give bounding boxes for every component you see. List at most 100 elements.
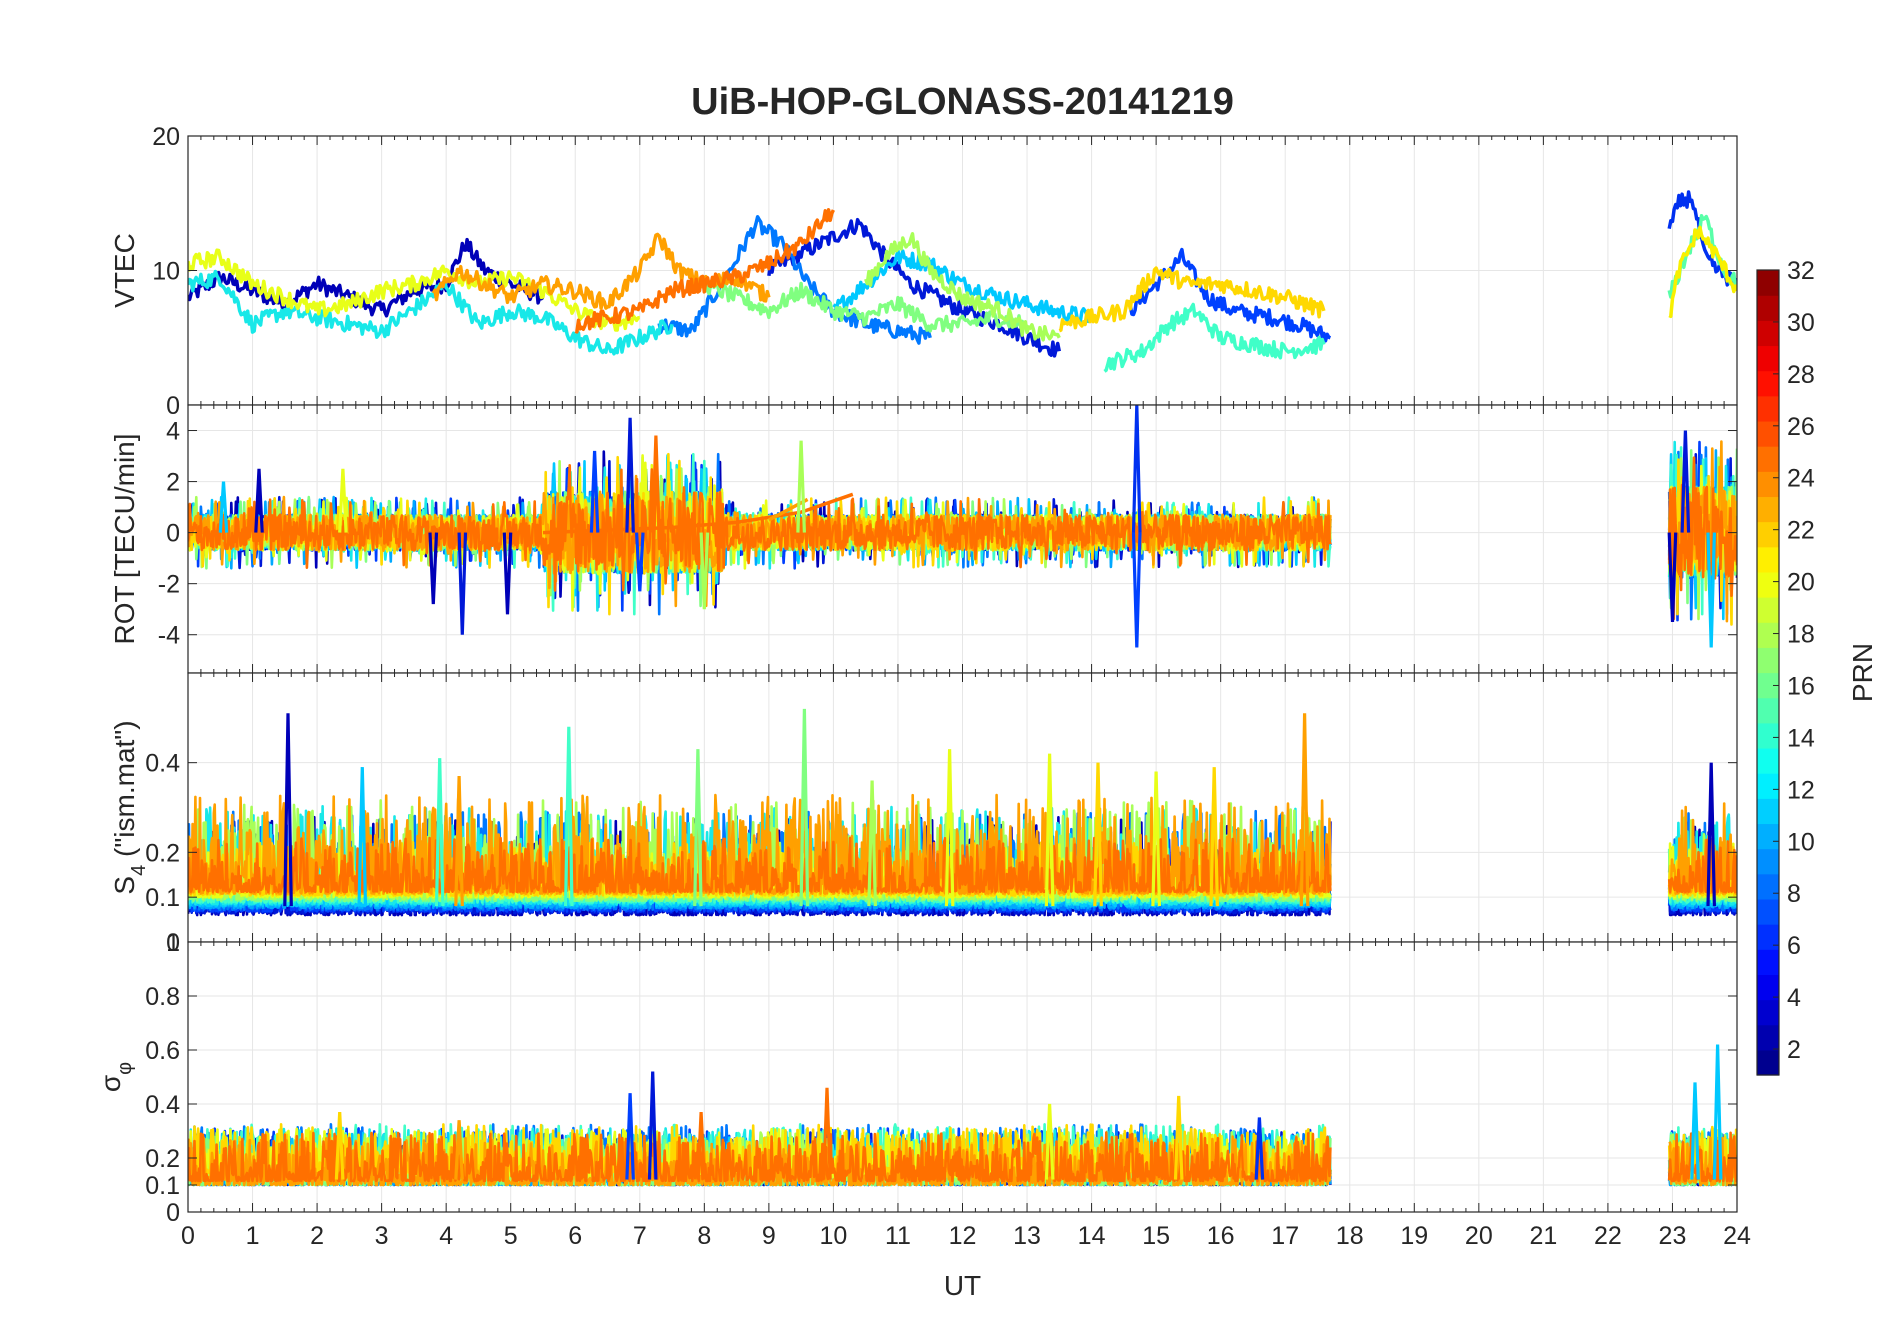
spike-mark bbox=[799, 708, 810, 907]
spike-mark bbox=[283, 713, 293, 907]
y-axis-label-main: S bbox=[109, 876, 140, 895]
colorbar-swatch bbox=[1757, 395, 1779, 422]
spike-mark bbox=[1173, 1095, 1184, 1180]
spike-mark bbox=[625, 417, 635, 533]
colorbar-swatch bbox=[1757, 546, 1779, 573]
colorbar-swatch bbox=[1757, 521, 1779, 548]
colorbar-swatch bbox=[1757, 672, 1779, 699]
noise-trace bbox=[1667, 1131, 1737, 1183]
y-tick-label: 10 bbox=[152, 258, 180, 286]
series-prn-17 bbox=[864, 232, 1061, 342]
panel-data bbox=[188, 190, 1737, 373]
spike-mark bbox=[625, 1093, 635, 1180]
y-tick-label: 0.2 bbox=[145, 839, 180, 867]
colorbar-swatch bbox=[1757, 370, 1779, 397]
colorbar-swatch bbox=[1757, 622, 1779, 648]
series-prn-24 bbox=[574, 208, 835, 334]
y-axis-label: VTEC bbox=[109, 233, 140, 308]
spike-mark bbox=[1151, 771, 1161, 907]
colorbar-tick-label: 32 bbox=[1787, 257, 1815, 285]
panel-data bbox=[188, 1044, 1737, 1187]
y-tick-label: 0.2 bbox=[145, 1145, 180, 1173]
colorbar-swatch bbox=[1757, 949, 1779, 975]
colorbar-swatch bbox=[1757, 873, 1779, 900]
y-axis-label-sub: 4 bbox=[128, 865, 150, 876]
colorbar-frame bbox=[1756, 269, 1780, 1076]
spike-mark bbox=[651, 435, 661, 533]
y-axis-label: σφ bbox=[95, 1062, 136, 1092]
colorbar-swatch bbox=[1757, 345, 1779, 372]
spike-mark bbox=[454, 776, 464, 907]
x-axis-label: UT bbox=[944, 1270, 981, 1301]
spike-mark bbox=[1706, 762, 1716, 907]
spike-mark bbox=[944, 749, 955, 907]
y-axis-label-rest: ("ism.mat") bbox=[109, 720, 140, 864]
colorbar-tick-label: 10 bbox=[1787, 828, 1815, 856]
y-tick-label: 0 bbox=[166, 1199, 180, 1227]
panel-rot: -4 -2 0 2 4 ROT [TECU/min] bbox=[109, 404, 1738, 674]
spike-mark bbox=[635, 532, 645, 592]
x-tick-label: 8 bbox=[697, 1222, 711, 1250]
x-tick-label: 21 bbox=[1529, 1222, 1557, 1250]
colorbar-tick-label: 2 bbox=[1787, 1036, 1801, 1064]
colorbar-tick-label: 30 bbox=[1787, 309, 1815, 337]
y-tick-label: 4 bbox=[166, 418, 180, 446]
y-tick-label: -4 bbox=[158, 622, 180, 650]
colorbar-tick-label: 26 bbox=[1787, 413, 1815, 441]
spike-mark bbox=[254, 468, 264, 533]
spike-mark bbox=[1131, 532, 1142, 648]
spike-mark bbox=[1131, 405, 1142, 533]
spike-mark bbox=[822, 1087, 832, 1180]
y-axis-label-main: σ bbox=[95, 1075, 126, 1092]
y-tick-label: 20 bbox=[152, 123, 180, 151]
x-tick-label: 6 bbox=[568, 1222, 582, 1250]
colorbar-tick-label: 14 bbox=[1787, 724, 1815, 752]
noise-trace bbox=[188, 1135, 1332, 1187]
panel-data bbox=[188, 708, 1737, 917]
y-tick-label: 0 bbox=[166, 929, 180, 957]
colorbar-label: PRN bbox=[1847, 643, 1878, 702]
series-prn-16 bbox=[702, 278, 1029, 333]
spike-mark bbox=[502, 532, 513, 615]
spike-mark bbox=[693, 749, 703, 907]
spike-mark bbox=[1044, 753, 1055, 907]
x-tick-label: 14 bbox=[1078, 1222, 1106, 1250]
y-tick-label: 0.8 bbox=[145, 983, 180, 1011]
colorbar-tick-label: 16 bbox=[1787, 672, 1815, 700]
series-prn-8 bbox=[657, 215, 932, 345]
colorbar-swatch bbox=[1757, 295, 1779, 321]
spike-mark bbox=[564, 726, 574, 907]
x-tick-label: 18 bbox=[1336, 1222, 1364, 1250]
chart-title: UiB-HOP-GLONASS-20141219 bbox=[691, 81, 1234, 123]
x-tick-label: 16 bbox=[1207, 1222, 1235, 1250]
spike-mark bbox=[1209, 767, 1219, 907]
colorbar-swatch bbox=[1757, 647, 1779, 674]
x-tick-label: 19 bbox=[1400, 1222, 1428, 1250]
series-prn-19 bbox=[188, 248, 641, 332]
colorbar-swatch bbox=[1757, 597, 1779, 623]
spike-mark bbox=[1706, 532, 1716, 648]
colorbar-swatch bbox=[1757, 571, 1779, 598]
colorbar-tick-label: 28 bbox=[1787, 361, 1815, 389]
spike-mark bbox=[428, 532, 439, 605]
spike-mark bbox=[867, 780, 877, 907]
noise-trace bbox=[1667, 456, 1737, 621]
colorbar-swatch bbox=[1757, 974, 1779, 1001]
spike-mark bbox=[699, 532, 710, 610]
series-prn-11 bbox=[832, 249, 1094, 324]
colorbar-swatch bbox=[1757, 471, 1779, 498]
colorbar-tick-label: 12 bbox=[1787, 776, 1815, 804]
x-tick-label: 11 bbox=[885, 1222, 911, 1250]
spike-mark bbox=[647, 1071, 658, 1180]
spike-mark bbox=[1712, 1044, 1723, 1180]
spike-mark bbox=[1667, 532, 1678, 623]
colorbar-tick-label: 6 bbox=[1787, 932, 1801, 960]
panel-vtec: 0 10 20 VTEC bbox=[109, 123, 1738, 420]
spike-mark bbox=[457, 532, 468, 635]
spike-mark bbox=[1680, 430, 1691, 533]
colorbar-swatch bbox=[1757, 722, 1779, 749]
spike-mark bbox=[589, 450, 600, 533]
colorbar-swatch bbox=[1757, 270, 1779, 296]
y-axis-label-sub: φ bbox=[114, 1062, 136, 1075]
